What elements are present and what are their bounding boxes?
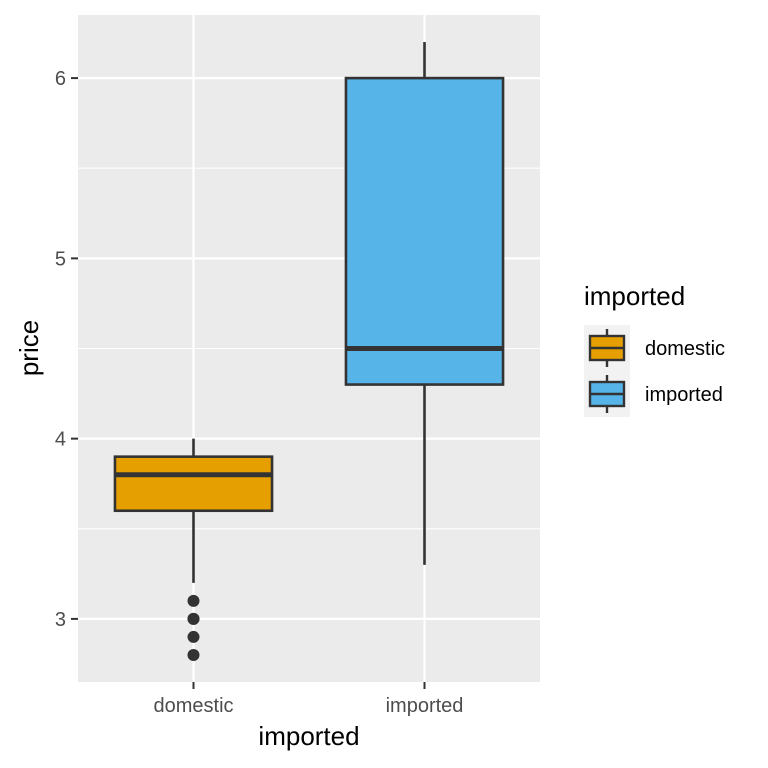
y-axis-title: price xyxy=(14,320,44,376)
box-domestic xyxy=(113,438,274,661)
box-body xyxy=(113,455,274,513)
box-body xyxy=(344,76,505,386)
x-tick-label: domestic xyxy=(153,695,233,717)
legend-title: imported xyxy=(584,281,685,311)
legend-label: domestic xyxy=(645,338,725,360)
y-tick-label: 6 xyxy=(55,68,66,90)
outlier-point xyxy=(187,630,200,643)
legend-item-imported: imported xyxy=(584,371,723,417)
y-tick-label: 4 xyxy=(55,429,66,451)
x-axis-title: imported xyxy=(258,721,359,751)
y-tick-label: 3 xyxy=(55,609,66,631)
legend: imported domestic imported xyxy=(584,281,725,417)
outlier-point xyxy=(187,648,200,661)
y-axis: 3 4 5 6 xyxy=(55,68,78,631)
legend-label: imported xyxy=(645,384,723,406)
x-tick-label: imported xyxy=(386,695,464,717)
legend-item-domestic: domestic xyxy=(584,325,725,371)
y-tick-label: 5 xyxy=(55,248,66,270)
outlier-point xyxy=(187,612,200,625)
x-axis: domestic imported xyxy=(153,682,463,717)
outlier-point xyxy=(187,594,200,607)
boxes xyxy=(113,42,505,661)
box-imported xyxy=(344,42,505,565)
